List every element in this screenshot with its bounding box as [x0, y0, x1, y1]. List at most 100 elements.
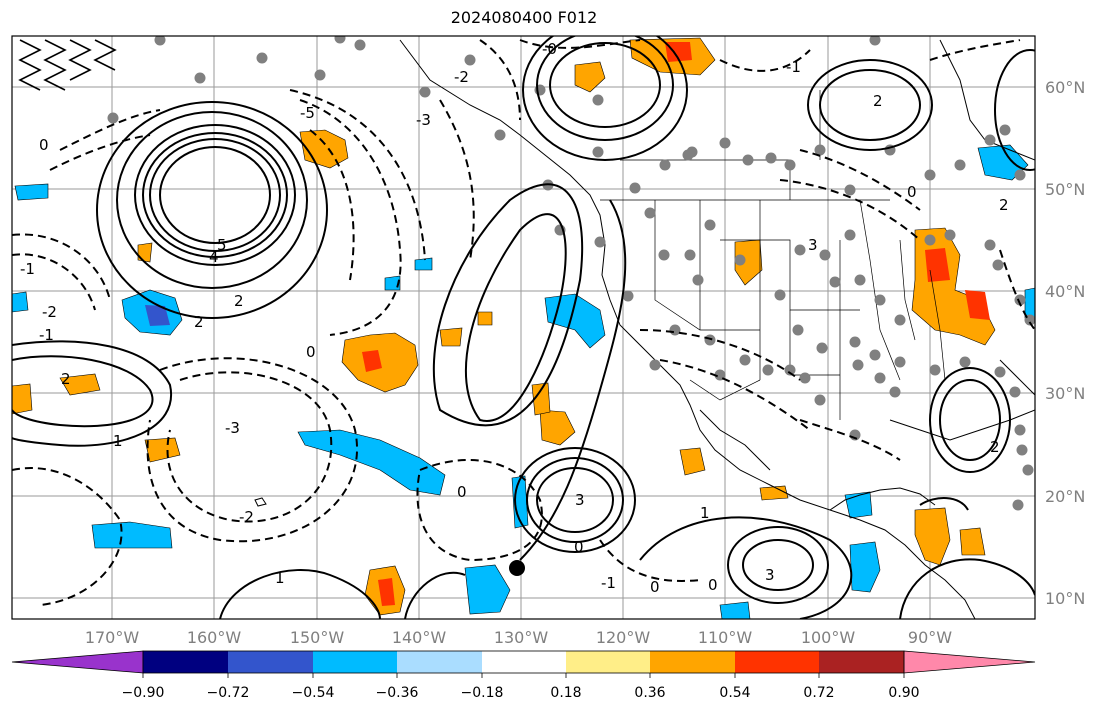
latitude-label: 60°N: [1045, 78, 1085, 97]
station-dot: [762, 364, 774, 376]
station-dot: [659, 159, 671, 171]
station-dot: [765, 152, 777, 164]
station-dot: [354, 39, 366, 51]
colorbar-tick-label: −0.90: [122, 685, 165, 701]
contour-label: 3: [575, 491, 585, 509]
station-dot: [844, 229, 856, 241]
contour-label: 1: [700, 504, 710, 522]
station-dot: [622, 290, 634, 302]
contour-label: 2: [999, 196, 1009, 214]
station-dot: [107, 112, 119, 124]
contour-label: 0: [457, 483, 467, 501]
colorbar-segment: [228, 651, 313, 673]
latitude-label: 20°N: [1045, 487, 1085, 506]
contour-label: 4: [209, 248, 219, 266]
station-dot: [994, 366, 1006, 378]
latitude-label: 30°N: [1045, 384, 1085, 403]
latitude-labels: 60°N 50°N 40°N 30°N 20°N 10°N: [1045, 78, 1085, 608]
colorbar-segment: [819, 651, 904, 673]
colorbar: [11, 650, 1036, 674]
station-dot: [742, 154, 754, 166]
station-dot: [814, 394, 826, 406]
station-dot: [464, 54, 476, 66]
contour-label: -5: [300, 104, 315, 122]
longitude-label: 160°W: [187, 628, 242, 647]
longitude-label: 90°W: [908, 628, 952, 647]
colorbar-segment: [313, 651, 397, 673]
contour-label: -1: [39, 326, 54, 344]
station-dot: [194, 72, 206, 84]
station-dot: [784, 364, 796, 376]
station-dot: [799, 372, 811, 384]
station-dot: [1014, 294, 1026, 306]
station-dot: [704, 219, 716, 231]
contour-label: -1: [20, 260, 35, 278]
colorbar-tick-label: −0.36: [376, 685, 419, 701]
contour-labels: 5 4 2 2 2 1 0 0 -1 -2 -3 0 0 3 1 0 -1 1 …: [20, 40, 1009, 596]
colorbar-tick-label: −0.54: [292, 685, 335, 701]
longitude-label: 120°W: [596, 628, 651, 647]
station-dot: [852, 359, 864, 371]
station-dot: [256, 52, 268, 64]
station-dot: [686, 146, 698, 158]
colorbar-tick-label: 0.36: [634, 685, 665, 701]
latitude-label: 50°N: [1045, 180, 1085, 199]
contour-label: -3: [416, 111, 431, 129]
longitude-labels: 170°W 160°W 150°W 140°W 130°W 120°W 110°W 100°W…: [85, 628, 952, 647]
colorbar-segment: [735, 651, 819, 673]
station-dot: [1016, 444, 1028, 456]
map-frame: [11, 35, 1036, 620]
station-dot: [774, 289, 786, 301]
negative-contours: [12, 39, 1035, 606]
colorbar-segment: [143, 651, 228, 673]
contour-label: 0: [39, 136, 49, 154]
contour-label: -1: [786, 58, 801, 76]
positive-contours: [12, 36, 1035, 619]
state-borders: [600, 90, 946, 420]
colorbar-segment: [566, 651, 650, 673]
colorbar-tick-label: −0.72: [207, 685, 250, 701]
station-dot: [734, 254, 746, 266]
contour-label: 3: [808, 236, 818, 254]
colorbar-segment: [482, 651, 566, 673]
latitude-label: 10°N: [1045, 589, 1085, 608]
contour-label: 2: [873, 92, 883, 110]
colorbar-segment: [650, 651, 735, 673]
station-dot: [644, 207, 656, 219]
contour-label: 1: [113, 432, 123, 450]
contour-label: 1: [275, 569, 285, 587]
colorbar-tick-label: −0.18: [461, 685, 504, 701]
contour-label: 0: [907, 183, 917, 201]
station-dot: [1022, 464, 1034, 476]
station-dot: [944, 229, 956, 241]
station-dot: [999, 124, 1011, 136]
station-dot: [334, 36, 346, 44]
contour-label: 3: [765, 566, 775, 584]
position-marker: [509, 560, 525, 576]
corner-contours: [18, 39, 117, 91]
station-dot: [719, 137, 731, 149]
station-dot: [594, 236, 606, 248]
station-dot: [924, 234, 936, 246]
station-dot: [849, 336, 861, 348]
station-dot: [629, 182, 641, 194]
station-dot: [829, 276, 841, 288]
shaded-fields: [12, 37, 1035, 619]
colorbar-segment: [397, 651, 482, 673]
contour-label: -2: [42, 303, 57, 321]
station-dot: [924, 169, 936, 181]
station-dot: [704, 334, 716, 346]
contour-label: -1: [601, 574, 616, 592]
station-dot: [929, 364, 941, 376]
station-dot: [984, 239, 996, 251]
station-dot: [684, 249, 696, 261]
longitude-label: 140°W: [392, 628, 447, 647]
station-dot: [874, 372, 886, 384]
station-dot: [154, 36, 166, 46]
latitude-label: 40°N: [1045, 282, 1085, 301]
station-dot: [816, 342, 828, 354]
station-dot: [1014, 424, 1026, 436]
map-title: 2024080400 F012: [450, 8, 598, 27]
station-dot: [959, 356, 971, 368]
